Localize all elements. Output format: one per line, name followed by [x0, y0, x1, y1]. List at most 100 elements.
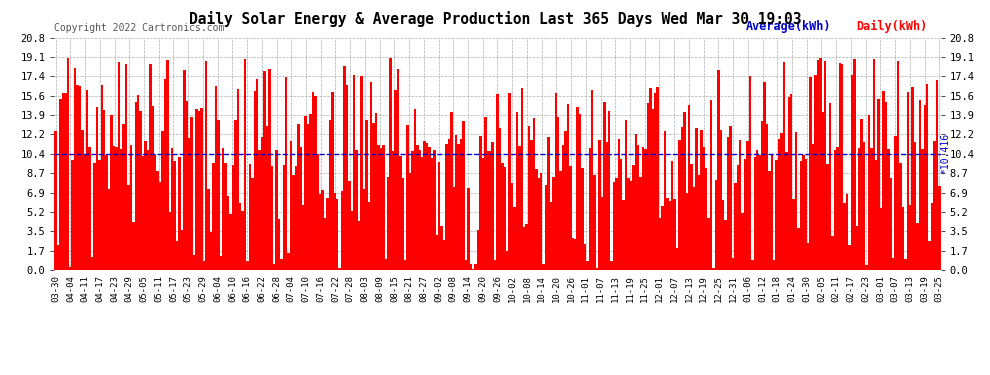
Bar	[61, 93, 64, 270]
Bar	[765, 124, 768, 270]
Bar	[443, 240, 446, 270]
Bar	[703, 147, 705, 270]
Bar	[661, 206, 663, 270]
Bar	[295, 166, 297, 270]
Bar	[142, 156, 145, 270]
Bar	[513, 207, 516, 270]
Bar	[287, 254, 290, 270]
Bar	[350, 211, 353, 270]
Bar	[642, 147, 644, 270]
Text: *10.416: *10.416	[940, 133, 950, 174]
Bar	[725, 220, 727, 270]
Bar	[404, 260, 407, 270]
Bar	[521, 88, 523, 270]
Bar	[496, 94, 499, 270]
Bar	[722, 200, 725, 270]
Text: Daily(kWh): Daily(kWh)	[856, 20, 928, 33]
Bar	[79, 86, 81, 270]
Bar	[389, 58, 392, 270]
Bar	[730, 126, 732, 270]
Bar	[822, 112, 824, 270]
Bar	[554, 93, 557, 270]
Bar	[477, 230, 479, 270]
Bar	[305, 116, 307, 270]
Bar	[154, 155, 156, 270]
Bar	[319, 194, 322, 270]
Bar	[128, 185, 130, 270]
Bar	[441, 226, 443, 270]
Bar	[865, 265, 867, 270]
Bar	[71, 160, 74, 270]
Bar	[748, 76, 751, 270]
Bar	[843, 203, 845, 270]
Bar	[860, 119, 863, 270]
Bar	[183, 70, 185, 270]
Bar	[625, 120, 628, 270]
Bar	[225, 164, 227, 270]
Bar	[720, 130, 722, 270]
Bar	[450, 112, 452, 270]
Bar	[659, 218, 661, 270]
Bar	[783, 62, 785, 270]
Bar	[307, 124, 309, 270]
Bar	[419, 150, 421, 270]
Bar	[863, 142, 865, 270]
Bar	[912, 87, 914, 270]
Bar	[472, 269, 474, 270]
Bar	[358, 221, 360, 270]
Bar	[96, 107, 98, 270]
Bar	[882, 91, 885, 270]
Bar	[103, 110, 105, 270]
Bar	[377, 145, 380, 270]
Bar	[158, 182, 161, 270]
Bar	[618, 139, 620, 270]
Bar	[637, 146, 640, 270]
Bar	[598, 140, 601, 270]
Bar	[654, 93, 656, 270]
Bar	[829, 104, 832, 270]
Bar	[509, 93, 511, 270]
Bar	[872, 59, 875, 270]
Bar	[737, 165, 739, 270]
Bar	[885, 102, 887, 270]
Bar	[108, 189, 110, 270]
Bar	[147, 150, 149, 270]
Bar	[887, 149, 890, 270]
Bar	[564, 132, 566, 270]
Bar	[746, 141, 748, 270]
Bar	[302, 205, 305, 270]
Bar	[531, 140, 533, 270]
Bar	[210, 232, 212, 270]
Bar	[715, 180, 717, 270]
Bar	[802, 154, 805, 270]
Bar	[339, 268, 341, 270]
Bar	[88, 147, 91, 270]
Bar	[671, 161, 673, 270]
Bar	[362, 189, 365, 270]
Bar	[93, 164, 96, 270]
Bar	[123, 124, 125, 270]
Bar	[424, 141, 426, 270]
Bar	[698, 174, 700, 270]
Bar	[778, 139, 780, 270]
Bar	[217, 120, 220, 270]
Bar	[384, 259, 387, 270]
Bar	[606, 142, 608, 270]
Bar	[593, 175, 596, 270]
Bar	[814, 75, 817, 270]
Bar	[710, 100, 713, 270]
Bar	[452, 187, 455, 270]
Bar	[258, 150, 260, 270]
Bar	[348, 182, 350, 270]
Bar	[743, 159, 746, 270]
Bar	[482, 158, 484, 270]
Bar	[421, 157, 424, 270]
Bar	[588, 148, 591, 270]
Bar	[690, 164, 693, 270]
Bar	[135, 102, 137, 270]
Bar	[875, 160, 877, 270]
Bar	[365, 120, 367, 270]
Bar	[668, 201, 671, 270]
Bar	[683, 112, 686, 270]
Bar	[936, 80, 939, 270]
